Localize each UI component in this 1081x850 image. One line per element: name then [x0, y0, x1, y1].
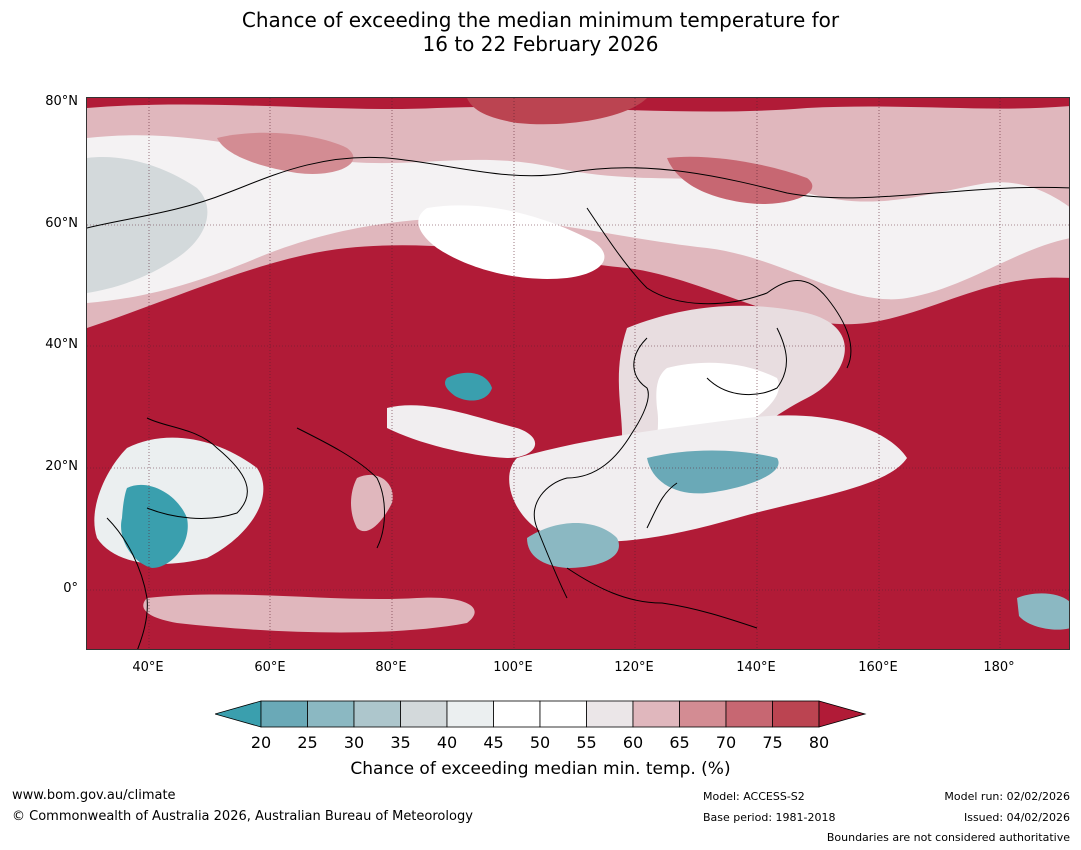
map-region-west-siberia-pink	[217, 132, 354, 174]
map-region-india-pale	[351, 474, 393, 532]
map-region-himalaya-white	[387, 405, 536, 458]
colorbar-segment	[307, 700, 355, 728]
lon-label-180: 180°	[983, 660, 1015, 675]
lon-label-100e: 100°E	[493, 660, 533, 675]
colorbar-tick-label: 35	[390, 733, 411, 752]
colorbar-svg	[213, 700, 867, 728]
colorbar-segment	[260, 700, 308, 728]
colorbar-tick-label: 30	[343, 733, 365, 752]
footer-base-period: Base period: 1981-2018	[703, 811, 836, 824]
colorbar-tick-label: 65	[669, 733, 690, 752]
colorbar-segment	[400, 700, 448, 728]
map-region-south-china-sea-blue	[527, 523, 619, 568]
colorbar-segment	[353, 700, 401, 728]
lat-label-equator: 0°	[63, 581, 78, 596]
colorbar-extend-high	[818, 700, 867, 728]
colorbar-extend-low	[213, 700, 262, 728]
title-line-2: 16 to 22 February 2026	[422, 32, 659, 56]
colorbar-segment	[679, 700, 727, 728]
lon-label-140e: 140°E	[736, 660, 776, 675]
lon-label-40e: 40°E	[132, 660, 164, 675]
colorbar-tick-label: 70	[715, 733, 737, 752]
map-title: Chance of exceeding the median minimum t…	[0, 8, 1081, 56]
colorbar-tick-label: 25	[297, 733, 318, 752]
map-region-southeast-blue	[1017, 593, 1069, 630]
map-graticule	[87, 98, 1069, 649]
colorbar	[213, 700, 867, 734]
lon-label-160e: 160°E	[858, 660, 898, 675]
footer-disclaimer: Boundaries are not considered authoritat…	[826, 831, 1070, 844]
colorbar-segment	[725, 700, 773, 728]
colorbar-segment	[586, 700, 634, 728]
map-region-southern-pale	[143, 594, 475, 633]
colorbar-label: Chance of exceeding median min. temp. (%…	[350, 759, 731, 779]
map-region-tibet-blue	[444, 372, 492, 401]
colorbar-tick-label: 50	[529, 733, 551, 752]
colorbar-tick-label: 40	[436, 733, 458, 752]
colorbar-segment	[632, 700, 680, 728]
footer-model: Model: ACCESS-S2	[703, 790, 805, 803]
colorbar-tick-label: 80	[808, 733, 830, 752]
lat-label-80n: 80°N	[45, 94, 78, 109]
footer-issued: Issued: 04/02/2026	[963, 811, 1070, 824]
map-region-east-siberia-pink	[667, 156, 813, 204]
map-region-siberia-white	[418, 205, 605, 279]
colorbar-tick-label: 60	[622, 733, 644, 752]
colorbar-tick-label: 45	[483, 733, 504, 752]
colorbar-segment	[539, 700, 587, 728]
colorbar-tick-label: 75	[762, 733, 783, 752]
footer-model-run: Model run: 02/02/2026	[944, 790, 1070, 803]
map-coastlines	[87, 156, 1069, 649]
title-line-1: Chance of exceeding the median minimum t…	[241, 8, 840, 32]
colorbar-tick-label: 55	[576, 733, 597, 752]
lat-label-40n: 40°N	[45, 337, 78, 352]
lon-label-120e: 120°E	[614, 660, 654, 675]
footer-copyright: © Commonwealth of Australia 2026, Austra…	[12, 809, 473, 824]
map-region-arctic-red	[467, 98, 647, 125]
map-svg	[87, 98, 1069, 649]
lon-label-60e: 60°E	[254, 660, 286, 675]
colorbar-segment	[446, 700, 494, 728]
lat-label-60n: 60°N	[45, 216, 78, 231]
map-region-horn-africa-blue	[121, 484, 188, 568]
forecast-map[interactable]	[86, 97, 1070, 650]
colorbar-tick-label: 20	[250, 733, 272, 752]
colorbar-segment	[772, 700, 820, 728]
colorbar-segment	[493, 700, 541, 728]
footer-url[interactable]: www.bom.gov.au/climate	[12, 788, 176, 803]
map-region-philippine-sea-blue	[647, 450, 779, 494]
lat-label-20n: 20°N	[45, 459, 78, 474]
lon-label-80e: 80°E	[375, 660, 407, 675]
map-region-north-white	[87, 135, 1069, 303]
